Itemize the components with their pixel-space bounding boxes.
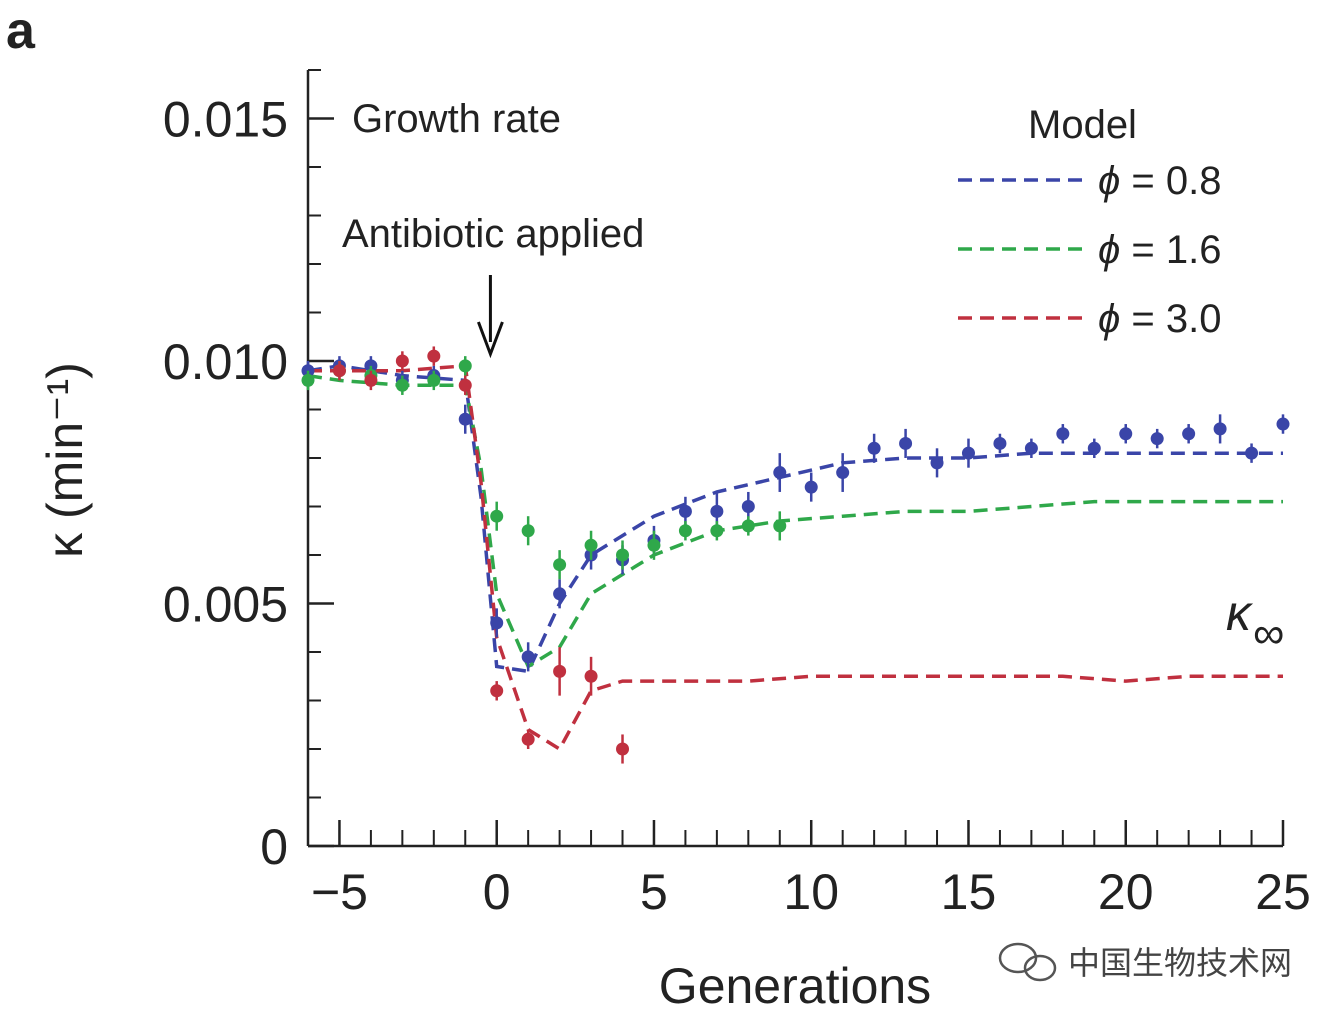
data-point xyxy=(521,650,535,664)
data-point xyxy=(395,378,409,392)
data-point xyxy=(458,412,472,426)
data-point xyxy=(1213,422,1227,436)
data-point xyxy=(364,373,378,387)
data-point xyxy=(395,354,409,368)
data-point xyxy=(521,524,535,538)
data-point xyxy=(301,373,315,387)
data-point xyxy=(1056,427,1070,441)
data-point xyxy=(553,587,567,601)
legend-entry-label: ϕ = 0.8 xyxy=(1098,159,1221,203)
y-tick-label: 0.015 xyxy=(163,92,288,148)
data-point xyxy=(710,504,724,518)
data-point xyxy=(1119,427,1133,441)
phi-symbol: ϕ xyxy=(1098,159,1120,203)
x-tick-label: 25 xyxy=(1255,864,1311,920)
data-point xyxy=(458,378,472,392)
data-point xyxy=(332,364,346,378)
data-point xyxy=(1024,441,1038,455)
data-point xyxy=(584,669,598,683)
data-point xyxy=(553,664,567,678)
phi-symbol: ϕ xyxy=(1098,228,1120,272)
x-tick-label: 10 xyxy=(783,864,839,920)
x-tick-label: 5 xyxy=(640,864,668,920)
watermark-text: 中国生物技术网 xyxy=(1068,945,1292,981)
data-point xyxy=(899,436,913,450)
data-point xyxy=(490,509,504,523)
legend: Model ϕ = 0.8ϕ = 1.6ϕ = 3.0 xyxy=(958,103,1221,341)
antibiotic-annotation: Antibiotic applied xyxy=(342,212,644,256)
data-point xyxy=(867,441,881,455)
data-point xyxy=(521,732,535,746)
y-tick-label: 0.005 xyxy=(163,577,288,633)
arrow-head xyxy=(477,321,504,359)
model-curves xyxy=(307,363,1283,752)
data-point xyxy=(1182,427,1196,441)
data-point xyxy=(616,742,630,756)
data-point xyxy=(1087,441,1101,455)
y-axis-label: κ (min⁻¹) xyxy=(37,362,93,558)
legend-value: = 1.6 xyxy=(1120,228,1221,272)
model-line-1 xyxy=(307,373,1283,670)
data-point xyxy=(647,538,661,552)
data-point xyxy=(993,436,1007,450)
data-point xyxy=(773,519,787,533)
data-point xyxy=(427,349,441,363)
legend-entry-label: ϕ = 1.6 xyxy=(1098,228,1221,272)
data-point xyxy=(490,684,504,698)
legend-title: Model xyxy=(1028,103,1137,147)
y-tick-label: 0 xyxy=(260,819,288,875)
data-point xyxy=(584,538,598,552)
data-point xyxy=(1276,417,1290,431)
y-tick-label: 0.010 xyxy=(163,334,288,390)
data-point xyxy=(773,466,787,480)
data-point xyxy=(458,359,472,373)
growth-rate-annotation: Growth rate xyxy=(352,97,561,141)
legend-value: = 3.0 xyxy=(1120,297,1221,341)
watermark: 中国生物技术网 xyxy=(998,942,1292,982)
kappa-infinity-label: κ∞ xyxy=(1226,585,1284,658)
x-axis-label: Generations xyxy=(659,958,931,1014)
data-point xyxy=(616,548,630,562)
wechat-icon xyxy=(998,942,1057,982)
legend-entry-label: ϕ = 3.0 xyxy=(1098,297,1221,341)
panel-label: a xyxy=(6,2,36,60)
x-tick-label: 0 xyxy=(483,864,511,920)
data-point xyxy=(804,480,818,494)
data-point xyxy=(490,616,504,630)
phi-symbol: ϕ xyxy=(1098,297,1120,341)
infinity-subscript: ∞ xyxy=(1253,609,1284,658)
data-point xyxy=(836,466,850,480)
data-point xyxy=(961,446,975,460)
data-point xyxy=(741,500,755,513)
data-point xyxy=(553,558,567,572)
x-tick-label: −5 xyxy=(311,864,368,920)
model-line-0 xyxy=(307,364,1283,674)
x-tick-label: 15 xyxy=(941,864,997,920)
data-point xyxy=(678,504,692,518)
model-line-2 xyxy=(308,363,1283,752)
data-point xyxy=(741,519,755,533)
data-point xyxy=(710,524,724,538)
antibiotic-arrow xyxy=(477,275,504,359)
data-point xyxy=(678,524,692,538)
legend-value: = 0.8 xyxy=(1120,159,1221,203)
kappa-symbol: κ xyxy=(1226,585,1254,641)
data-point xyxy=(427,373,441,387)
data-point xyxy=(1245,446,1259,460)
data-point xyxy=(1150,432,1164,446)
ticks: −5 0 5 10 15 20 25 0 0.005 0.010 0.015 xyxy=(163,69,1311,920)
x-tick-label: 20 xyxy=(1098,864,1154,920)
data-point xyxy=(930,456,944,470)
data-points xyxy=(301,346,1290,764)
